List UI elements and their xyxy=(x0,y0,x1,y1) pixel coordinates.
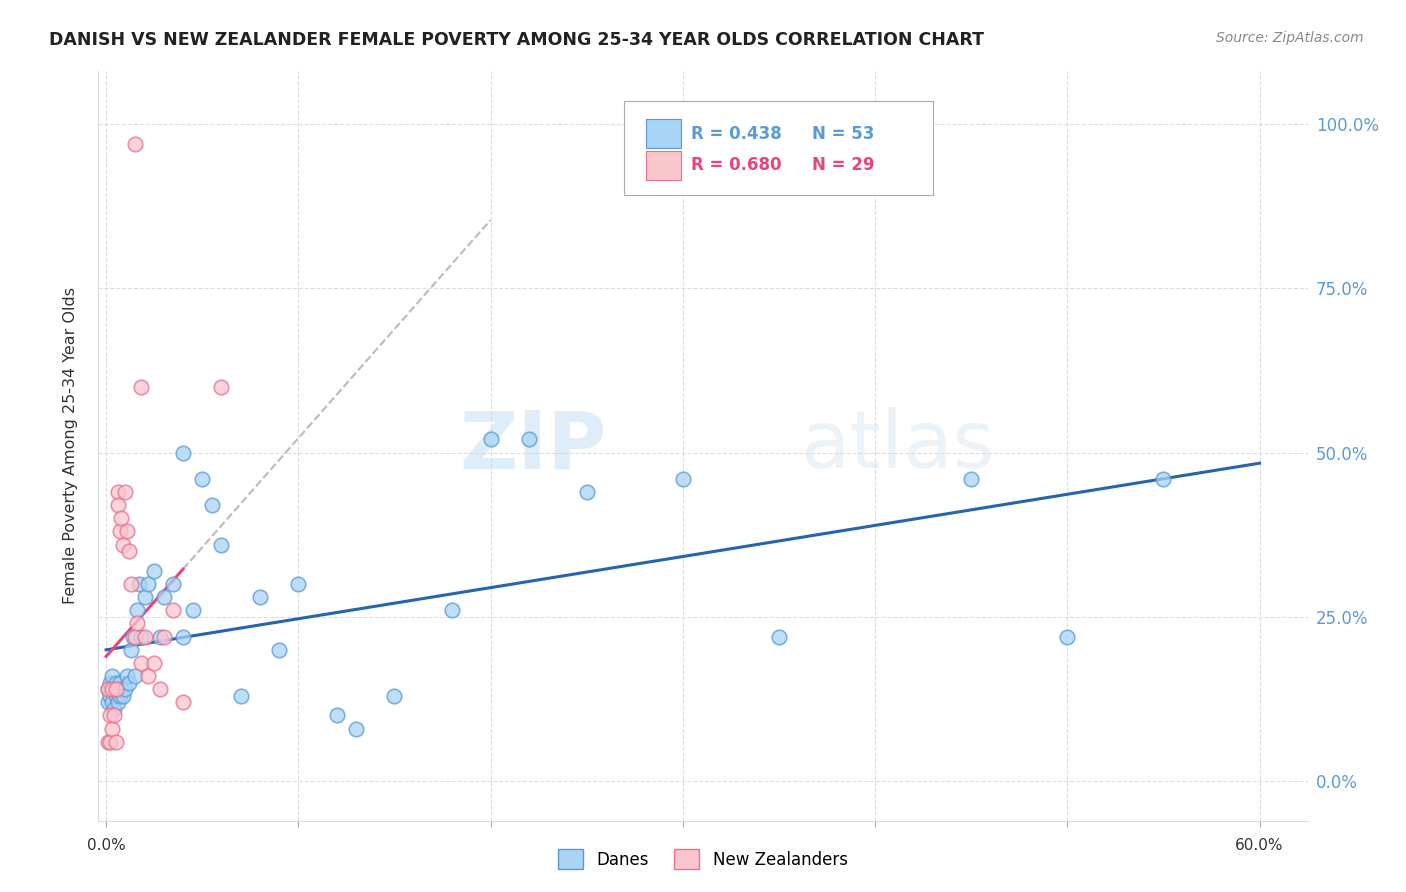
Point xyxy=(108,675,131,690)
Point xyxy=(134,590,156,604)
Point xyxy=(97,682,120,697)
Point xyxy=(117,669,139,683)
Text: N = 53: N = 53 xyxy=(811,125,875,143)
Point xyxy=(517,433,540,447)
Point xyxy=(162,603,184,617)
Point xyxy=(152,630,174,644)
Point xyxy=(120,642,142,657)
Point xyxy=(104,735,127,749)
Text: atlas: atlas xyxy=(800,407,994,485)
Point xyxy=(326,708,349,723)
Point xyxy=(124,669,146,683)
Point xyxy=(107,498,129,512)
Text: 0.0%: 0.0% xyxy=(87,838,125,854)
Point xyxy=(287,577,309,591)
Point xyxy=(124,630,146,644)
Text: R = 0.680: R = 0.680 xyxy=(690,156,782,174)
Point xyxy=(129,656,152,670)
Point xyxy=(441,603,464,617)
Point xyxy=(269,642,291,657)
Text: Source: ZipAtlas.com: Source: ZipAtlas.com xyxy=(1216,31,1364,45)
Point xyxy=(249,590,271,604)
Point xyxy=(172,445,194,459)
Point xyxy=(98,689,121,703)
Point xyxy=(143,656,166,670)
Point xyxy=(97,682,120,697)
Point xyxy=(120,577,142,591)
Point xyxy=(125,603,148,617)
Point xyxy=(107,682,129,697)
Point xyxy=(104,689,127,703)
Point xyxy=(124,136,146,151)
Point xyxy=(114,682,136,697)
Point xyxy=(191,472,214,486)
Point xyxy=(201,498,224,512)
Y-axis label: Female Poverty Among 25-34 Year Olds: Female Poverty Among 25-34 Year Olds xyxy=(63,287,77,605)
Point xyxy=(128,577,150,591)
Point xyxy=(110,682,132,697)
Point xyxy=(117,524,139,539)
Point xyxy=(149,682,172,697)
Text: DANISH VS NEW ZEALANDER FEMALE POVERTY AMONG 25-34 YEAR OLDS CORRELATION CHART: DANISH VS NEW ZEALANDER FEMALE POVERTY A… xyxy=(49,31,984,49)
Point xyxy=(129,630,152,644)
Point xyxy=(108,524,131,539)
Point xyxy=(101,695,124,709)
Point xyxy=(134,630,156,644)
Point xyxy=(162,577,184,591)
Point xyxy=(101,682,124,697)
Point xyxy=(107,485,129,500)
Point xyxy=(138,669,160,683)
Point xyxy=(97,695,120,709)
Point xyxy=(122,630,145,644)
Point xyxy=(112,538,135,552)
Point xyxy=(479,433,502,447)
Point xyxy=(384,689,406,703)
Point xyxy=(98,708,121,723)
Text: 60.0%: 60.0% xyxy=(1236,838,1284,854)
Point xyxy=(138,577,160,591)
Point xyxy=(1152,472,1174,486)
FancyBboxPatch shape xyxy=(647,151,682,180)
Text: ZIP: ZIP xyxy=(458,407,606,485)
Point xyxy=(1056,630,1078,644)
Point xyxy=(172,630,194,644)
Point xyxy=(104,682,127,697)
Point xyxy=(149,630,172,644)
Legend: Danes, New Zealanders: Danes, New Zealanders xyxy=(551,842,855,876)
FancyBboxPatch shape xyxy=(647,119,682,148)
Point xyxy=(211,538,233,552)
Point xyxy=(229,689,252,703)
Point xyxy=(101,722,124,736)
Point xyxy=(672,472,695,486)
Point xyxy=(211,380,233,394)
Point xyxy=(107,695,129,709)
Point xyxy=(344,722,367,736)
Point xyxy=(960,472,983,486)
Point xyxy=(104,675,127,690)
Point xyxy=(125,616,148,631)
Point xyxy=(98,675,121,690)
Text: N = 29: N = 29 xyxy=(811,156,875,174)
Point xyxy=(118,675,141,690)
Text: R = 0.438: R = 0.438 xyxy=(690,125,782,143)
Point xyxy=(108,689,131,703)
Point xyxy=(152,590,174,604)
Point xyxy=(98,735,121,749)
Point xyxy=(101,669,124,683)
Point xyxy=(143,564,166,578)
Point xyxy=(575,485,598,500)
Point xyxy=(103,702,125,716)
Point xyxy=(172,695,194,709)
FancyBboxPatch shape xyxy=(624,102,932,195)
Point xyxy=(103,682,125,697)
Point xyxy=(112,689,135,703)
Point xyxy=(181,603,204,617)
Point xyxy=(768,630,790,644)
Point xyxy=(97,735,120,749)
Point xyxy=(110,511,132,525)
Point xyxy=(118,544,141,558)
Point xyxy=(129,380,152,394)
Point xyxy=(103,708,125,723)
Point xyxy=(114,485,136,500)
